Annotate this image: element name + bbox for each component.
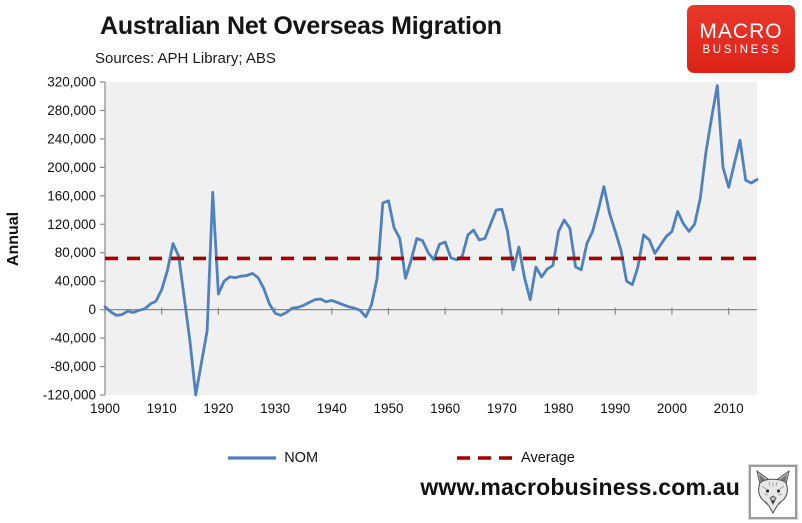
y-tick-label: 0 bbox=[88, 302, 96, 317]
y-tick-label: 120,000 bbox=[47, 217, 96, 232]
y-tick-label: -120,000 bbox=[43, 388, 96, 403]
x-tick-label: 2010 bbox=[714, 401, 744, 416]
site-watermark: www.macrobusiness.com.au bbox=[420, 474, 740, 500]
x-tick-label: 1900 bbox=[90, 401, 120, 416]
macrobusiness-logo: MACRO BUSINESS bbox=[687, 5, 795, 73]
x-tick-label: 1920 bbox=[203, 401, 233, 416]
legend-item-average: Average bbox=[456, 450, 575, 466]
x-tick-label: 1990 bbox=[600, 401, 630, 416]
x-tick-label: 1950 bbox=[373, 401, 403, 416]
y-tick-label: -80,000 bbox=[50, 359, 96, 374]
logo-text-business: BUSINESS bbox=[702, 43, 782, 56]
y-tick-label: 160,000 bbox=[47, 188, 96, 203]
migration-line-chart: 320,000 280,000 240,000 200,000 160,000 120,0… bbox=[43, 75, 759, 416]
y-tick-label: 200,000 bbox=[47, 160, 96, 175]
chart-title: Australian Net Overseas Migration bbox=[100, 12, 502, 40]
x-tick-label: 1960 bbox=[430, 401, 460, 416]
legend-item-nom: NOM bbox=[227, 450, 318, 466]
x-tick-label: 1970 bbox=[487, 401, 517, 416]
y-tick-label: 320,000 bbox=[47, 75, 96, 90]
nom-series-line bbox=[103, 84, 759, 397]
wolf-logo-box bbox=[748, 464, 798, 520]
average-dash-swatch-icon bbox=[457, 456, 514, 460]
y-tick-label: 80,000 bbox=[55, 245, 96, 260]
legend-label-average: Average bbox=[521, 450, 575, 466]
x-tick-label: 1910 bbox=[147, 401, 177, 416]
x-tick-label: 2000 bbox=[657, 401, 687, 416]
chart-sources: Sources: APH Library; ABS bbox=[95, 50, 276, 67]
nom-line-swatch-icon bbox=[228, 456, 277, 460]
x-tick-label: 1940 bbox=[317, 401, 347, 416]
y-axis-title: Annual bbox=[5, 211, 22, 267]
x-tick-label: 1980 bbox=[544, 401, 574, 416]
chart-legend: NOM Average bbox=[0, 447, 802, 469]
logo-text-macro: MACRO bbox=[699, 19, 783, 43]
y-tick-label: 40,000 bbox=[55, 274, 96, 289]
y-tick-label: -40,000 bbox=[50, 331, 96, 346]
y-tick-label: 280,000 bbox=[47, 103, 96, 118]
x-tick-label: 1930 bbox=[260, 401, 290, 416]
legend-label-nom: NOM bbox=[284, 450, 319, 466]
y-tick-label: 240,000 bbox=[47, 131, 96, 146]
wolf-icon bbox=[756, 470, 790, 514]
